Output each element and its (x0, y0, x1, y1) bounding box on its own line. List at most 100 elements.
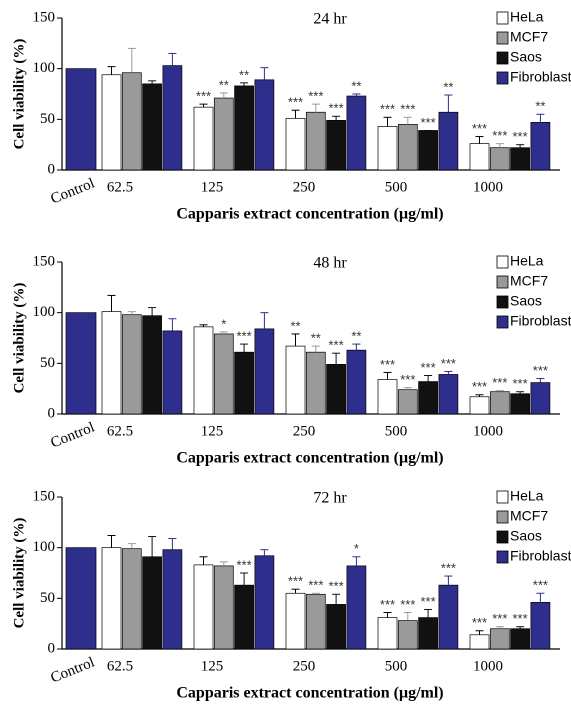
significance-label: *** (288, 95, 303, 110)
bar (530, 382, 551, 415)
bar (438, 584, 459, 650)
legend-label: Fibroblast (510, 548, 571, 564)
significance-label: *** (329, 101, 344, 116)
y-tick-label: 150 (33, 488, 56, 504)
y-tick-label: 0 (48, 161, 56, 177)
significance-label: *** (237, 329, 252, 344)
significance-label: *** (472, 615, 487, 630)
bar (530, 122, 551, 171)
x-axis-label: Capparis extract concentration (μg/ml) (176, 450, 443, 467)
bar (469, 396, 490, 415)
legend-label: MCF7 (510, 508, 548, 524)
significance-label: *** (380, 357, 395, 372)
legend-swatch (496, 550, 509, 564)
bar (530, 602, 551, 650)
significance-label: *** (533, 578, 548, 593)
bar (489, 628, 510, 650)
bar (285, 592, 306, 650)
legend-label: Fibroblast (510, 69, 571, 85)
x-tick-label: 500 (385, 179, 408, 195)
legend-swatch (496, 31, 509, 45)
bar (326, 363, 346, 415)
bar (326, 119, 346, 171)
significance-label: *** (441, 560, 456, 575)
bar (346, 565, 367, 650)
legend-swatch (496, 71, 509, 85)
y-tick-label: 50 (40, 590, 55, 606)
y-axis-label: Cell viability (%) (11, 518, 27, 629)
bar (121, 548, 142, 650)
panel: 0 50 100 150 Cell viability (%) 48 hr Capparis… (11, 253, 571, 467)
bar (377, 617, 398, 650)
x-tick-label: 62.5 (107, 658, 133, 674)
bar (101, 547, 122, 650)
legend-swatch (496, 530, 509, 544)
x-tick-label: 125 (201, 658, 224, 674)
bar (489, 391, 510, 415)
significance-label: ** (239, 67, 249, 82)
bar (193, 106, 214, 171)
x-tick-label: 125 (201, 423, 224, 439)
legend-swatch (496, 490, 509, 504)
y-tick-label: 100 (33, 60, 56, 76)
y-axis-label: Cell viability (%) (11, 283, 27, 394)
y-tick-label: 150 (33, 9, 56, 25)
bar (101, 74, 122, 171)
bar (377, 126, 398, 171)
bar (254, 79, 275, 171)
significance-label: *** (380, 597, 395, 612)
legend-label: HeLa (510, 9, 544, 25)
significance-label: *** (472, 379, 487, 394)
bar (213, 333, 234, 415)
y-tick-label: 0 (48, 405, 56, 421)
bar (397, 620, 418, 650)
significance-label: ** (311, 331, 321, 346)
bar (65, 312, 97, 415)
legend-label: MCF7 (510, 273, 548, 289)
x-tick-label: 1000 (473, 179, 503, 195)
y-tick-label: 100 (33, 304, 56, 320)
bar (489, 147, 510, 171)
legend-label: Saos (510, 293, 542, 309)
y-axis-label: Cell viability (%) (11, 39, 27, 150)
significance-label: *** (472, 121, 487, 136)
bar (418, 130, 438, 171)
legend-label: Fibroblast (510, 313, 571, 329)
bar (285, 117, 306, 171)
significance-label: *** (441, 356, 456, 371)
bar (193, 564, 214, 650)
significance-label: ** (351, 78, 361, 93)
bar (346, 95, 367, 171)
bar (101, 311, 122, 415)
y-tick-label: 100 (33, 539, 56, 555)
bar (397, 124, 418, 171)
bar (397, 389, 418, 415)
y-tick-label: 50 (40, 355, 55, 371)
legend-swatch (496, 275, 509, 289)
bar (142, 556, 162, 650)
panel-title: 72 hr (313, 490, 347, 507)
significance-label: *** (492, 611, 507, 626)
bar (469, 634, 490, 650)
bar (305, 111, 326, 171)
bar (142, 315, 162, 415)
bar (234, 85, 254, 171)
bar (438, 111, 459, 171)
significance-label: *** (421, 360, 436, 375)
legend-label: HeLa (510, 253, 544, 269)
bar (213, 565, 234, 650)
panel-title: 48 hr (313, 255, 347, 272)
bar (346, 349, 367, 415)
significance-label: * (354, 541, 359, 556)
x-tick-label: 1000 (473, 658, 503, 674)
bar (121, 314, 142, 415)
panel-title: 24 hr (313, 11, 347, 28)
panel: 0 50 100 150 Cell viability (%) 72 hr Capparis… (11, 488, 571, 702)
bar (510, 393, 530, 415)
x-tick-label: Control (49, 654, 97, 686)
x-tick-label: Control (49, 175, 97, 207)
bar (193, 326, 214, 415)
x-tick-label: 250 (293, 658, 316, 674)
significance-label: ** (535, 99, 545, 114)
bar (418, 381, 438, 415)
